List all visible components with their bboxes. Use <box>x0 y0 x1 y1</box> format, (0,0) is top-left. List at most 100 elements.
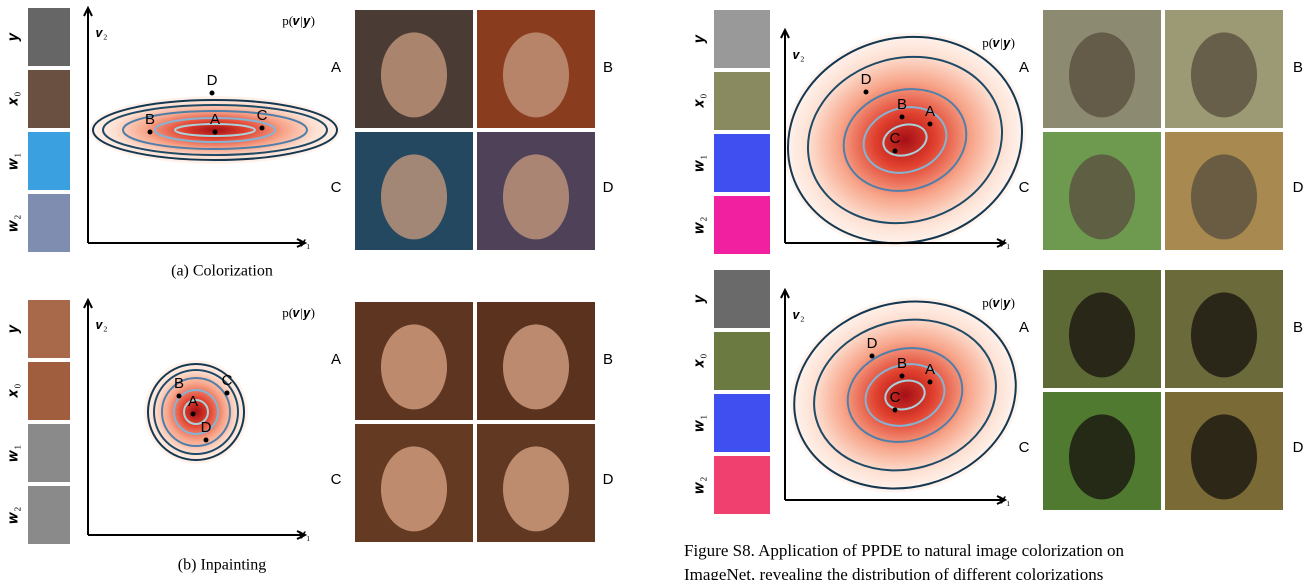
contour <box>806 55 1004 225</box>
x-arrow <box>296 238 308 248</box>
input-thumbnail <box>28 8 70 66</box>
y-arrow <box>83 5 93 17</box>
x-arrow <box>296 530 308 540</box>
side-label: 𝒘₁ <box>5 153 21 170</box>
axis-label: 𝒗₁ <box>999 491 1011 506</box>
point-label: A <box>925 103 935 120</box>
image-subject <box>1190 292 1258 378</box>
image-label: C <box>331 471 342 488</box>
input-thumbnail <box>714 394 770 452</box>
contour <box>183 399 209 425</box>
point <box>892 148 898 154</box>
y-arrow <box>780 287 790 299</box>
point-label: C <box>890 389 901 406</box>
axis-label: 𝒗₂ <box>96 317 108 332</box>
image-subject <box>502 32 570 118</box>
contour <box>154 117 276 143</box>
point-label: B <box>145 111 155 128</box>
input-thumbnail <box>714 72 770 130</box>
point-label: D <box>201 419 212 436</box>
point-label: A <box>925 361 935 378</box>
contour <box>882 123 928 157</box>
density-label: p(𝒗|𝒚) <box>982 295 1015 310</box>
image-label: D <box>1293 179 1304 196</box>
contour <box>884 379 926 411</box>
point <box>212 129 218 135</box>
density-fill <box>144 360 248 464</box>
image-subject <box>380 446 448 532</box>
input-thumbnail <box>28 70 70 128</box>
axis-label: 𝒗₁ <box>999 234 1011 249</box>
input-thumbnail <box>714 270 770 328</box>
image-label: A <box>331 351 341 368</box>
image-label: D <box>1293 439 1304 456</box>
side-label: 𝒘₂ <box>691 217 707 234</box>
image-label: C <box>1019 179 1030 196</box>
image-subject <box>1068 154 1136 240</box>
image-label: A <box>1019 59 1029 76</box>
image-label: B <box>1293 59 1303 76</box>
side-label: 𝒚 <box>691 34 707 44</box>
point <box>863 89 869 95</box>
side-label: 𝒘₁ <box>5 445 21 462</box>
input-thumbnail <box>714 10 770 68</box>
side-label: 𝒙₀ <box>5 384 21 399</box>
input-thumbnail <box>714 196 770 254</box>
image-label: C <box>331 179 342 196</box>
figure-caption: ImageNet, revealing the distribution of … <box>684 565 1103 580</box>
point-label: D <box>867 335 878 352</box>
point <box>190 411 196 417</box>
point-label: D <box>861 71 872 88</box>
contour <box>147 363 245 461</box>
axis-label: 𝒗₁ <box>299 234 311 249</box>
x-arrow <box>996 238 1008 248</box>
side-label: 𝒘₂ <box>5 215 21 232</box>
side-label: 𝒘₂ <box>5 507 21 524</box>
input-thumbnail <box>28 194 70 252</box>
image-label: D <box>603 179 614 196</box>
density-label: p(𝒗|𝒚) <box>982 35 1015 50</box>
side-label: 𝒘₂ <box>691 477 707 494</box>
image-subject <box>1190 414 1258 500</box>
axis-label: 𝒗₁ <box>299 526 311 541</box>
side-label: 𝒚 <box>5 32 21 42</box>
image-subject <box>1068 32 1136 118</box>
image-subject <box>1068 414 1136 500</box>
caption: (a) Colorization <box>171 263 273 280</box>
input-thumbnail <box>28 300 70 358</box>
input-thumbnail <box>714 456 770 514</box>
contour <box>787 35 1023 245</box>
side-label: 𝒚 <box>691 294 707 304</box>
contour <box>173 389 219 435</box>
side-label: 𝒚 <box>5 324 21 334</box>
point <box>899 373 905 379</box>
contour <box>153 369 239 455</box>
contour <box>102 104 328 156</box>
density-fill <box>784 32 1026 248</box>
point-label: B <box>897 96 907 113</box>
contour <box>122 110 308 150</box>
axis-label: 𝒗₂ <box>793 47 805 62</box>
x-arrow <box>996 495 1008 505</box>
contour <box>862 106 948 174</box>
image-label: A <box>1019 319 1029 336</box>
image-subject <box>1190 32 1258 118</box>
point <box>203 437 209 443</box>
image-label: A <box>331 59 341 76</box>
side-label: 𝒙₀ <box>5 92 21 107</box>
contour <box>92 99 338 161</box>
point <box>176 393 182 399</box>
point-label: D <box>207 72 218 89</box>
image-subject <box>1068 292 1136 378</box>
side-label: 𝒙₀ <box>691 354 707 369</box>
input-thumbnail <box>28 362 70 420</box>
image-subject <box>502 154 570 240</box>
side-label: 𝒘₁ <box>691 415 707 432</box>
image-subject <box>502 324 570 410</box>
point <box>224 390 230 396</box>
contour <box>842 88 968 192</box>
image-subject <box>502 446 570 532</box>
point <box>869 353 875 359</box>
axis-label: 𝒗₂ <box>96 25 108 40</box>
